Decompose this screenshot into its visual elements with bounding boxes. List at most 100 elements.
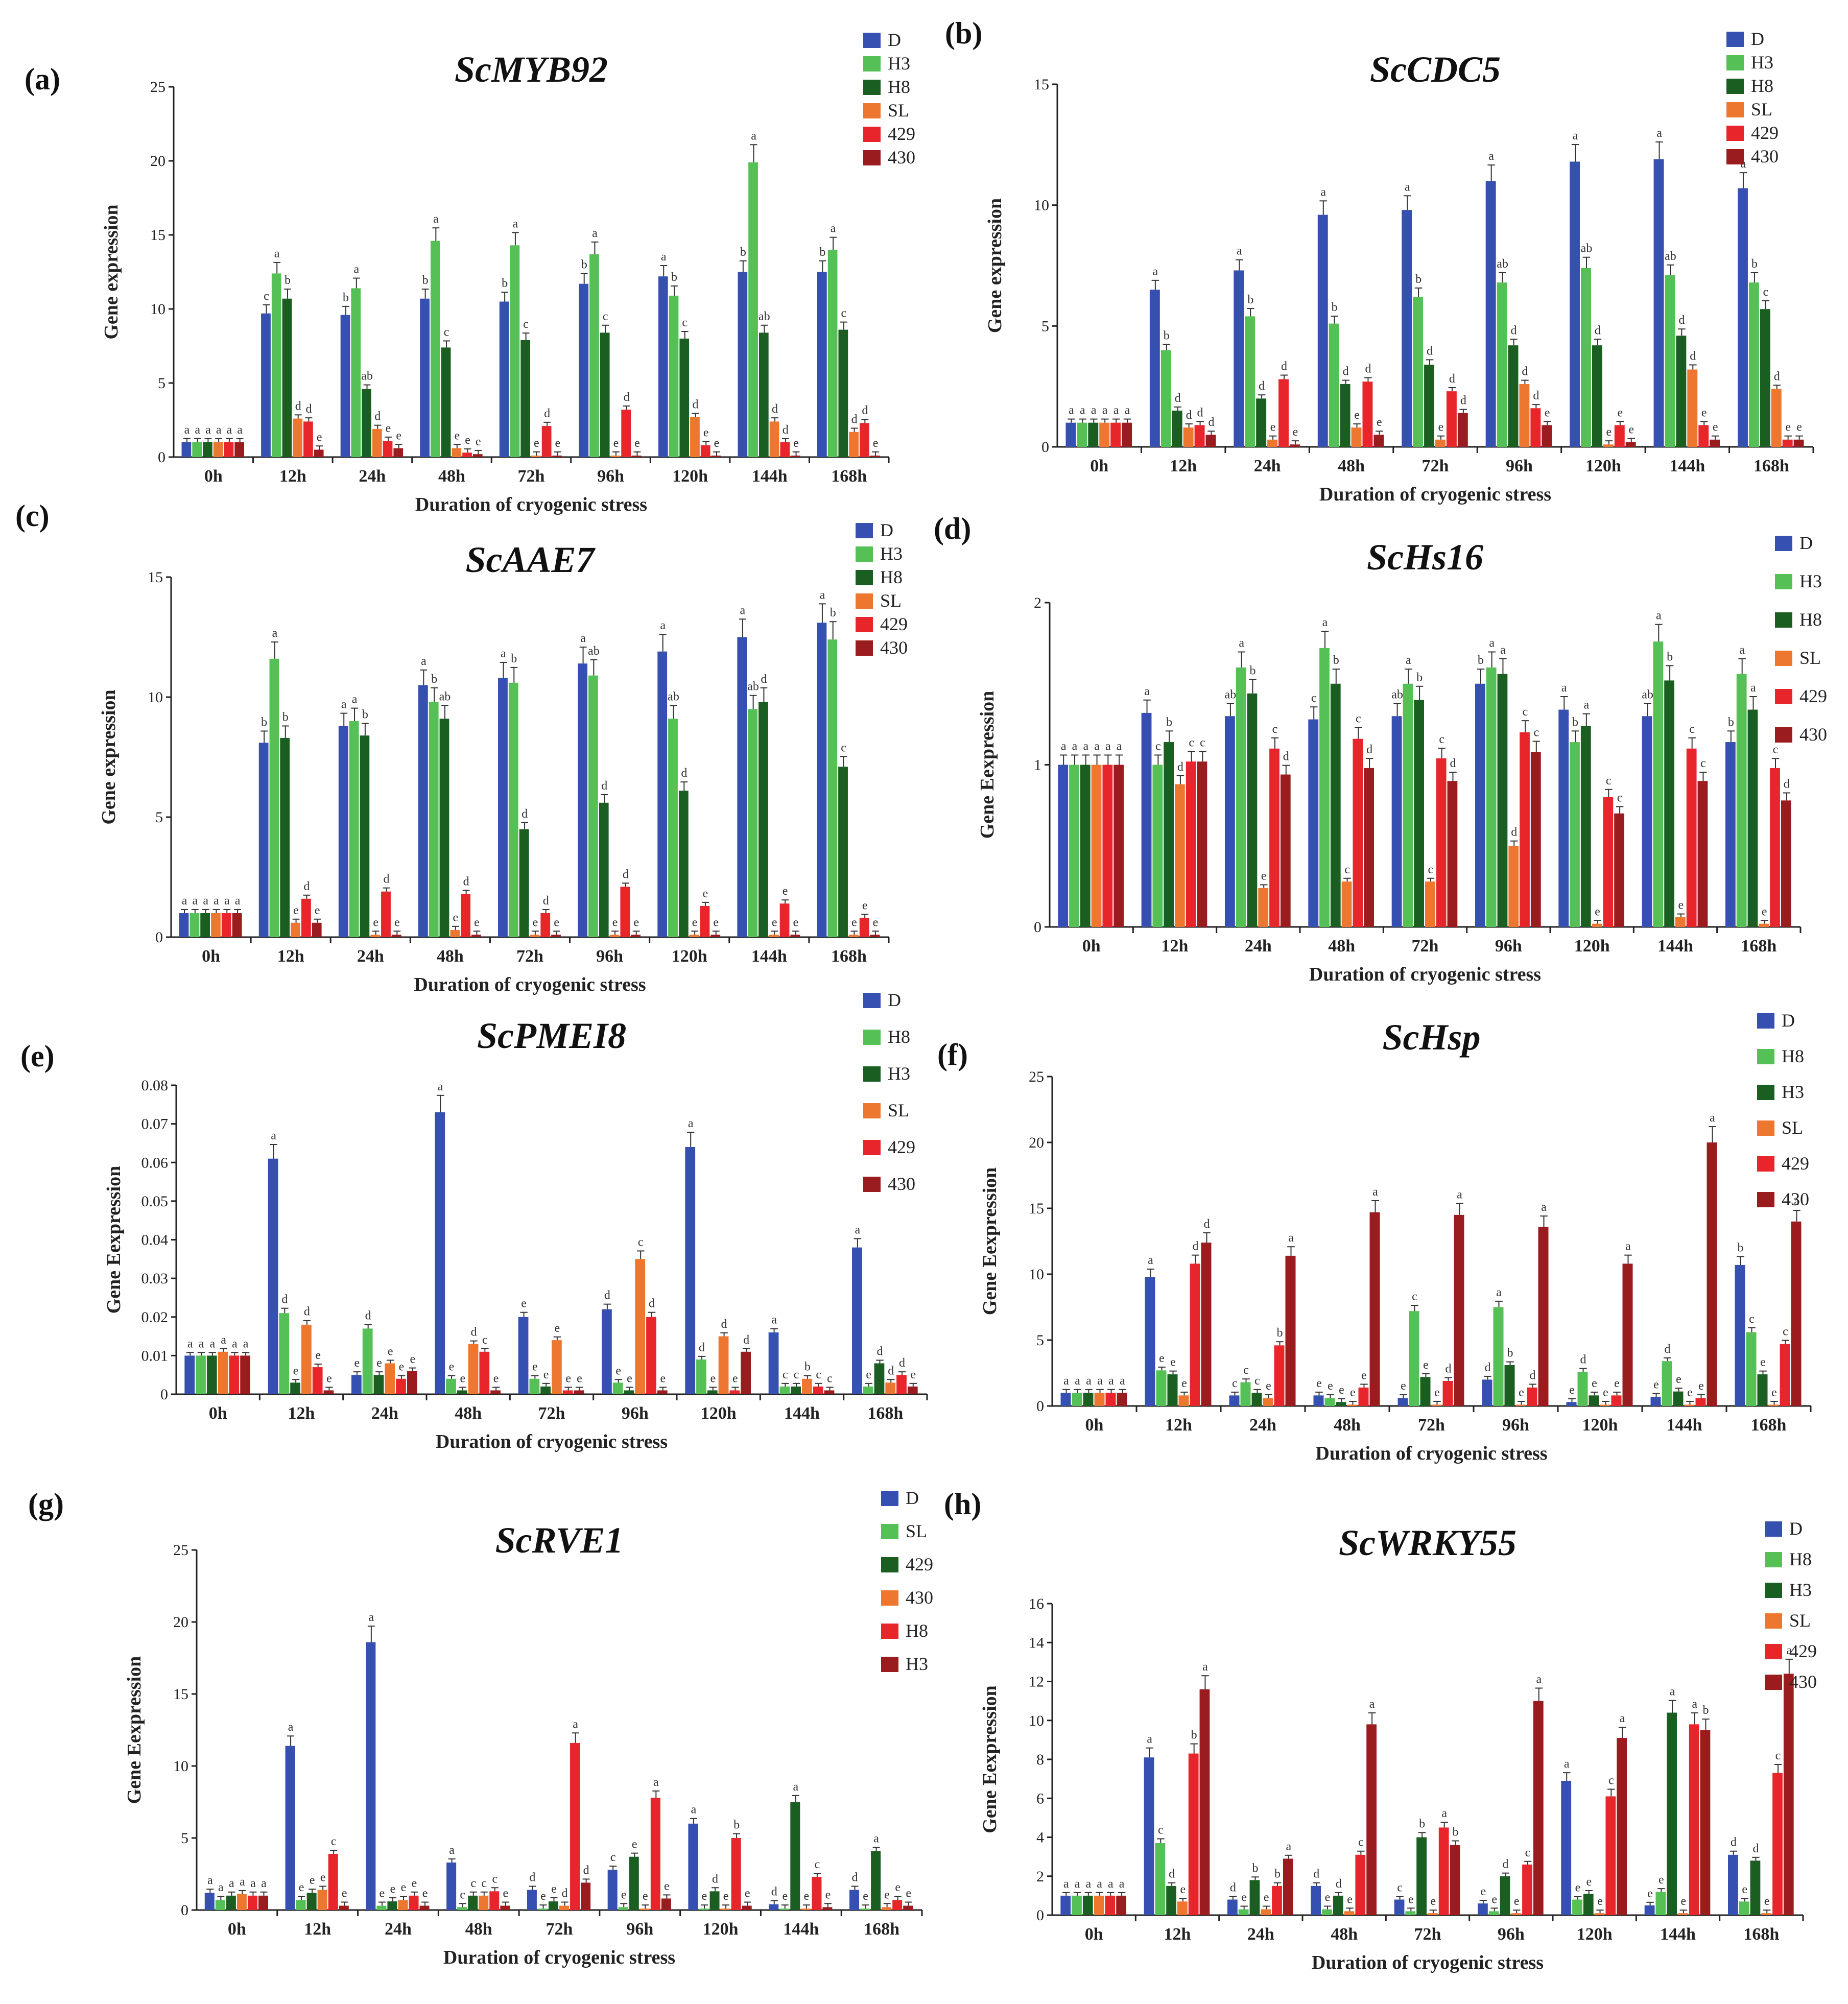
significance-label: d: [1511, 826, 1517, 839]
bar: [1594, 1913, 1605, 1915]
bar: [224, 442, 234, 457]
legend-label: H8: [888, 77, 910, 97]
bar: [848, 935, 859, 937]
bar: [1072, 1393, 1082, 1406]
bar: [1650, 1396, 1661, 1406]
bar: [729, 1390, 740, 1394]
significance-label: a: [205, 423, 211, 437]
bar: [1475, 683, 1485, 927]
bar: [618, 1907, 628, 1910]
significance-label: b: [1728, 715, 1734, 729]
x-tick-label: 96h: [622, 1404, 649, 1423]
x-tick-label: 96h: [1502, 1416, 1529, 1435]
significance-label: b: [1274, 1868, 1281, 1881]
bar: [418, 685, 428, 937]
significance-label: d: [851, 413, 858, 426]
y-axis-label: Gene Eexpression: [103, 1166, 125, 1314]
x-axis-label: Duration of cryogenic stress: [436, 1431, 668, 1452]
y-tick-label: 8: [1036, 1751, 1044, 1768]
significance-label: d: [1449, 372, 1455, 386]
bar: [398, 1900, 408, 1910]
significance-label: e: [534, 437, 539, 450]
x-axis-label: Duration of cryogenic stress: [1315, 1443, 1547, 1464]
x-tick-label: 144h: [1660, 1925, 1696, 1944]
significance-label: a: [1061, 739, 1067, 753]
y-tick-label: 0: [181, 1902, 188, 1919]
y-tick-label: 4: [1036, 1829, 1044, 1846]
bar: [812, 1877, 822, 1910]
y-tick-label: 5: [181, 1830, 188, 1847]
bar: [609, 935, 620, 937]
significance-label: e: [1681, 1895, 1687, 1908]
bar: [1771, 389, 1782, 447]
significance-label: d: [712, 1872, 718, 1886]
bar: [1580, 726, 1591, 927]
significance-label: a: [751, 129, 756, 142]
y-tick-label: 0: [158, 449, 165, 466]
legend-label: 430: [888, 147, 915, 168]
significance-label: d: [471, 1326, 477, 1339]
bar: [1488, 1911, 1499, 1915]
significance-label: e: [1659, 1873, 1664, 1887]
significance-label: d: [1208, 416, 1214, 429]
bar: [215, 1900, 225, 1910]
significance-label: ab: [1225, 688, 1237, 701]
y-tick-label: 5: [155, 809, 163, 826]
bar: [360, 735, 370, 937]
bar: [661, 1898, 671, 1910]
legend-label: 429: [888, 1137, 915, 1157]
significance-label: e: [317, 431, 322, 444]
significance-label: c: [1272, 723, 1278, 736]
bar: [892, 1900, 903, 1910]
legend-label: H3: [1782, 1082, 1804, 1102]
bar: [370, 935, 381, 937]
bar: [871, 1851, 881, 1910]
bar: [1186, 761, 1196, 927]
significance-label: e: [1180, 1883, 1186, 1896]
bar: [247, 1895, 257, 1910]
y-axis-label: Gene expression: [984, 198, 1006, 333]
significance-label: a: [1105, 739, 1111, 753]
bar: [859, 423, 869, 457]
chart-title: ScCDC5: [1370, 49, 1501, 90]
x-tick-label: 144h: [1657, 937, 1693, 956]
significance-label: a: [855, 1223, 861, 1236]
significance-label: a: [199, 1337, 204, 1350]
significance-label: e: [1377, 416, 1382, 429]
bar: [1678, 1913, 1688, 1915]
bar: [1759, 923, 1769, 927]
legend-swatch: [856, 593, 873, 609]
bar: [291, 922, 300, 937]
significance-label: b: [1452, 1826, 1458, 1839]
bar: [1116, 1895, 1126, 1915]
bar: [650, 1798, 660, 1910]
significance-label: a: [1500, 643, 1506, 657]
bar: [1149, 290, 1160, 447]
legend-swatch: [1775, 651, 1792, 666]
significance-label: a: [1620, 1712, 1625, 1725]
y-tick-label: 20: [173, 1614, 188, 1631]
bar: [1520, 732, 1530, 927]
significance-label: e: [540, 1890, 546, 1903]
bar: [1358, 1387, 1369, 1406]
bar: [1402, 210, 1412, 447]
legend-label: SL: [888, 100, 909, 121]
significance-label: a: [793, 1780, 798, 1794]
significance-label: ab: [1665, 250, 1676, 263]
bar: [1083, 1393, 1094, 1406]
significance-label: c: [1158, 1823, 1164, 1836]
bar: [709, 1891, 720, 1910]
bar: [1772, 1773, 1783, 1915]
bar: [903, 1905, 913, 1910]
significance-label: e: [643, 1890, 648, 1903]
bar: [1405, 1911, 1416, 1915]
y-tick-label: 10: [150, 301, 165, 318]
bar: [1197, 761, 1207, 927]
legend-label: 430: [888, 1174, 915, 1194]
significance-label: e: [422, 1887, 428, 1900]
bar: [211, 913, 221, 937]
significance-label: e: [449, 1361, 455, 1374]
bar: [1099, 422, 1110, 447]
bar: [1269, 748, 1280, 927]
x-tick-label: 12h: [277, 947, 304, 966]
